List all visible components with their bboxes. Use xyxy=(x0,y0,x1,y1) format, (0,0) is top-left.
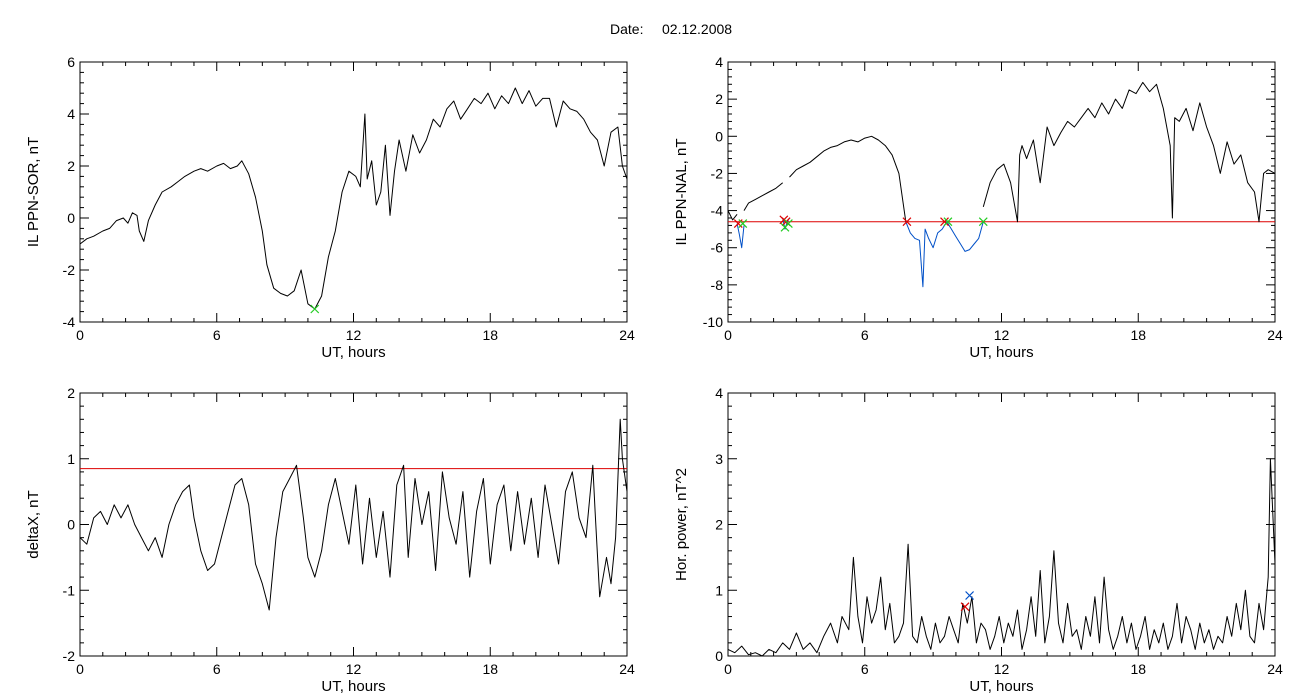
series-line xyxy=(80,87,627,310)
y-tick-label: 2 xyxy=(67,385,75,401)
y-tick-label: -4 xyxy=(63,314,76,330)
y-axis-title: IL PPN-SOR, nT xyxy=(25,137,42,247)
y-tick-label: 1 xyxy=(67,451,75,467)
x-axis-title: UT, hours xyxy=(969,344,1033,361)
y-tick-label: 4 xyxy=(715,385,723,401)
x-tick-label: 24 xyxy=(619,327,635,343)
x-tick-label: 12 xyxy=(346,661,362,677)
y-tick-label: -1 xyxy=(63,582,76,598)
x-tick-label: 18 xyxy=(1130,327,1146,343)
x-axis-title: UT, hours xyxy=(321,344,385,361)
x-tick-label: 18 xyxy=(482,327,498,343)
x-tick-label: 12 xyxy=(346,327,362,343)
series-line xyxy=(728,458,1275,656)
plot-area xyxy=(80,87,627,314)
y-tick-label: -2 xyxy=(711,165,724,181)
event-marker xyxy=(965,591,975,600)
y-tick-label: -6 xyxy=(711,240,724,256)
y-axis-title: IL PPN-NAL, nT xyxy=(673,139,690,246)
x-tick-label: 24 xyxy=(1267,327,1283,343)
y-tick-label: 6 xyxy=(67,54,75,70)
x-tick-label: 12 xyxy=(994,327,1010,343)
event-marker xyxy=(940,217,949,227)
series-line xyxy=(743,182,784,211)
x-axis-title: UT, hours xyxy=(321,678,385,695)
x-tick-label: 6 xyxy=(213,661,221,677)
date-value: 02.12.2008 xyxy=(662,21,732,37)
event-marker xyxy=(310,304,320,314)
event-marker xyxy=(783,219,793,228)
event-marker xyxy=(733,219,743,228)
x-tick-label: 0 xyxy=(76,661,84,677)
y-tick-label: -10 xyxy=(703,314,723,330)
y-tick-label: -8 xyxy=(711,277,724,293)
plot-frame xyxy=(79,392,628,657)
y-tick-label: 3 xyxy=(715,451,723,467)
y-tick-label: 1 xyxy=(715,582,723,598)
x-tick-label: 12 xyxy=(994,661,1010,677)
x-tick-label: 24 xyxy=(619,661,635,677)
event-marker xyxy=(902,217,912,227)
series-line xyxy=(789,135,907,222)
series-line xyxy=(736,223,745,249)
y-axis-title: Hor. power, nT^2 xyxy=(673,468,690,581)
series-line xyxy=(905,221,984,288)
event-marker xyxy=(738,219,748,228)
plot-frame xyxy=(727,392,1276,657)
figure-header: Date: 02.12.2008 xyxy=(610,21,732,37)
x-tick-label: 0 xyxy=(724,327,732,343)
y-tick-label: 2 xyxy=(715,517,723,533)
x-axis-title: UT, hours xyxy=(969,678,1033,695)
y-tick-label: 4 xyxy=(715,54,723,70)
plot-area xyxy=(80,418,627,611)
x-tick-label: 24 xyxy=(1267,661,1283,677)
event-marker xyxy=(960,602,970,612)
x-tick-label: 6 xyxy=(861,661,869,677)
y-tick-label: 0 xyxy=(67,210,75,226)
event-marker xyxy=(978,217,988,227)
x-tick-label: 18 xyxy=(1130,661,1146,677)
event-marker xyxy=(943,217,953,227)
x-tick-label: 0 xyxy=(724,661,732,677)
series-line xyxy=(982,81,1275,223)
y-tick-label: 4 xyxy=(67,106,75,122)
plot-area xyxy=(728,458,1275,656)
x-tick-label: 6 xyxy=(213,327,221,343)
x-tick-label: 18 xyxy=(482,661,498,677)
x-tick-label: 0 xyxy=(76,327,84,343)
y-tick-label: -2 xyxy=(63,262,76,278)
y-tick-label: 0 xyxy=(715,128,723,144)
series-line xyxy=(728,210,738,221)
y-tick-label: 0 xyxy=(715,648,723,664)
x-tick-label: 6 xyxy=(861,327,869,343)
y-tick-label: 0 xyxy=(67,517,75,533)
series-line xyxy=(80,418,627,611)
y-tick-label: 2 xyxy=(67,158,75,174)
y-axis-title: deltaX, nT xyxy=(25,490,42,558)
plot-frame xyxy=(727,61,1276,323)
plot-area xyxy=(728,81,1275,288)
y-tick-label: -4 xyxy=(711,203,724,219)
y-tick-label: 2 xyxy=(715,91,723,107)
date-label: Date: xyxy=(610,21,643,37)
y-tick-label: -2 xyxy=(63,648,76,664)
